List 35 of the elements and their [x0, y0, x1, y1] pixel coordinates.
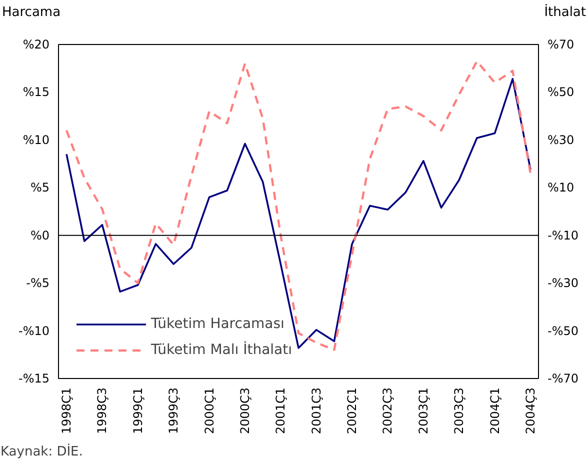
x-tick-label: 2004Ç1 [488, 387, 502, 434]
legend-label: Tüketim Malı İthalatı [151, 342, 292, 358]
x-tick-label: 1999Ç3 [166, 387, 181, 434]
y-tick-label: %20 [22, 38, 50, 52]
x-tick-label: 2004Ç3 [523, 387, 538, 434]
x-tick-label: 2000Ç3 [238, 387, 252, 434]
x-tick-label: 2002Ç1 [345, 387, 360, 434]
x-tick-label: 2003Ç3 [452, 387, 466, 434]
y-axis-title: Harcama [2, 4, 61, 22]
legend-label: Tüketim Harcaması [151, 316, 284, 332]
y2-tick-label: %10 [548, 180, 574, 195]
y-tick-label: -%15 [18, 372, 50, 386]
y-tick-label: -%5 [26, 276, 50, 290]
y-tick-label: -%10 [18, 324, 50, 338]
y2-tick-label: %30 [548, 132, 574, 147]
x-tick-label: 2001Ç1 [274, 387, 288, 434]
y2-tick-label: -%10 [548, 228, 579, 242]
x-tick-label: 2003Ç1 [416, 387, 430, 434]
x-tick-label: 1999Ç1 [130, 387, 145, 434]
y-tick-label: %5 [30, 180, 50, 195]
y2-tick-label: -%50 [548, 324, 579, 338]
y-tick-label: %10 [22, 132, 50, 147]
x-tick-label: 1998Ç1 [60, 387, 74, 434]
y2-tick-label: -%70 [548, 372, 579, 386]
y-tick-label: %15 [22, 85, 50, 100]
text: Kaynak: DİE. [0, 444, 83, 460]
y-tick-label: %0 [30, 228, 50, 242]
y2-tick-label: %50 [548, 85, 574, 100]
x-tick-label: 2001Ç3 [309, 387, 324, 434]
y2-tick-label: %70 [548, 38, 574, 52]
x-tick-label: 1998Ç3 [95, 387, 110, 434]
x-tick-label: 2002Ç3 [380, 387, 395, 434]
y2-tick-label: -%30 [548, 276, 579, 290]
y2-axis-title: İthalat [544, 4, 586, 22]
x-tick-label: 2000Ç1 [202, 387, 216, 434]
